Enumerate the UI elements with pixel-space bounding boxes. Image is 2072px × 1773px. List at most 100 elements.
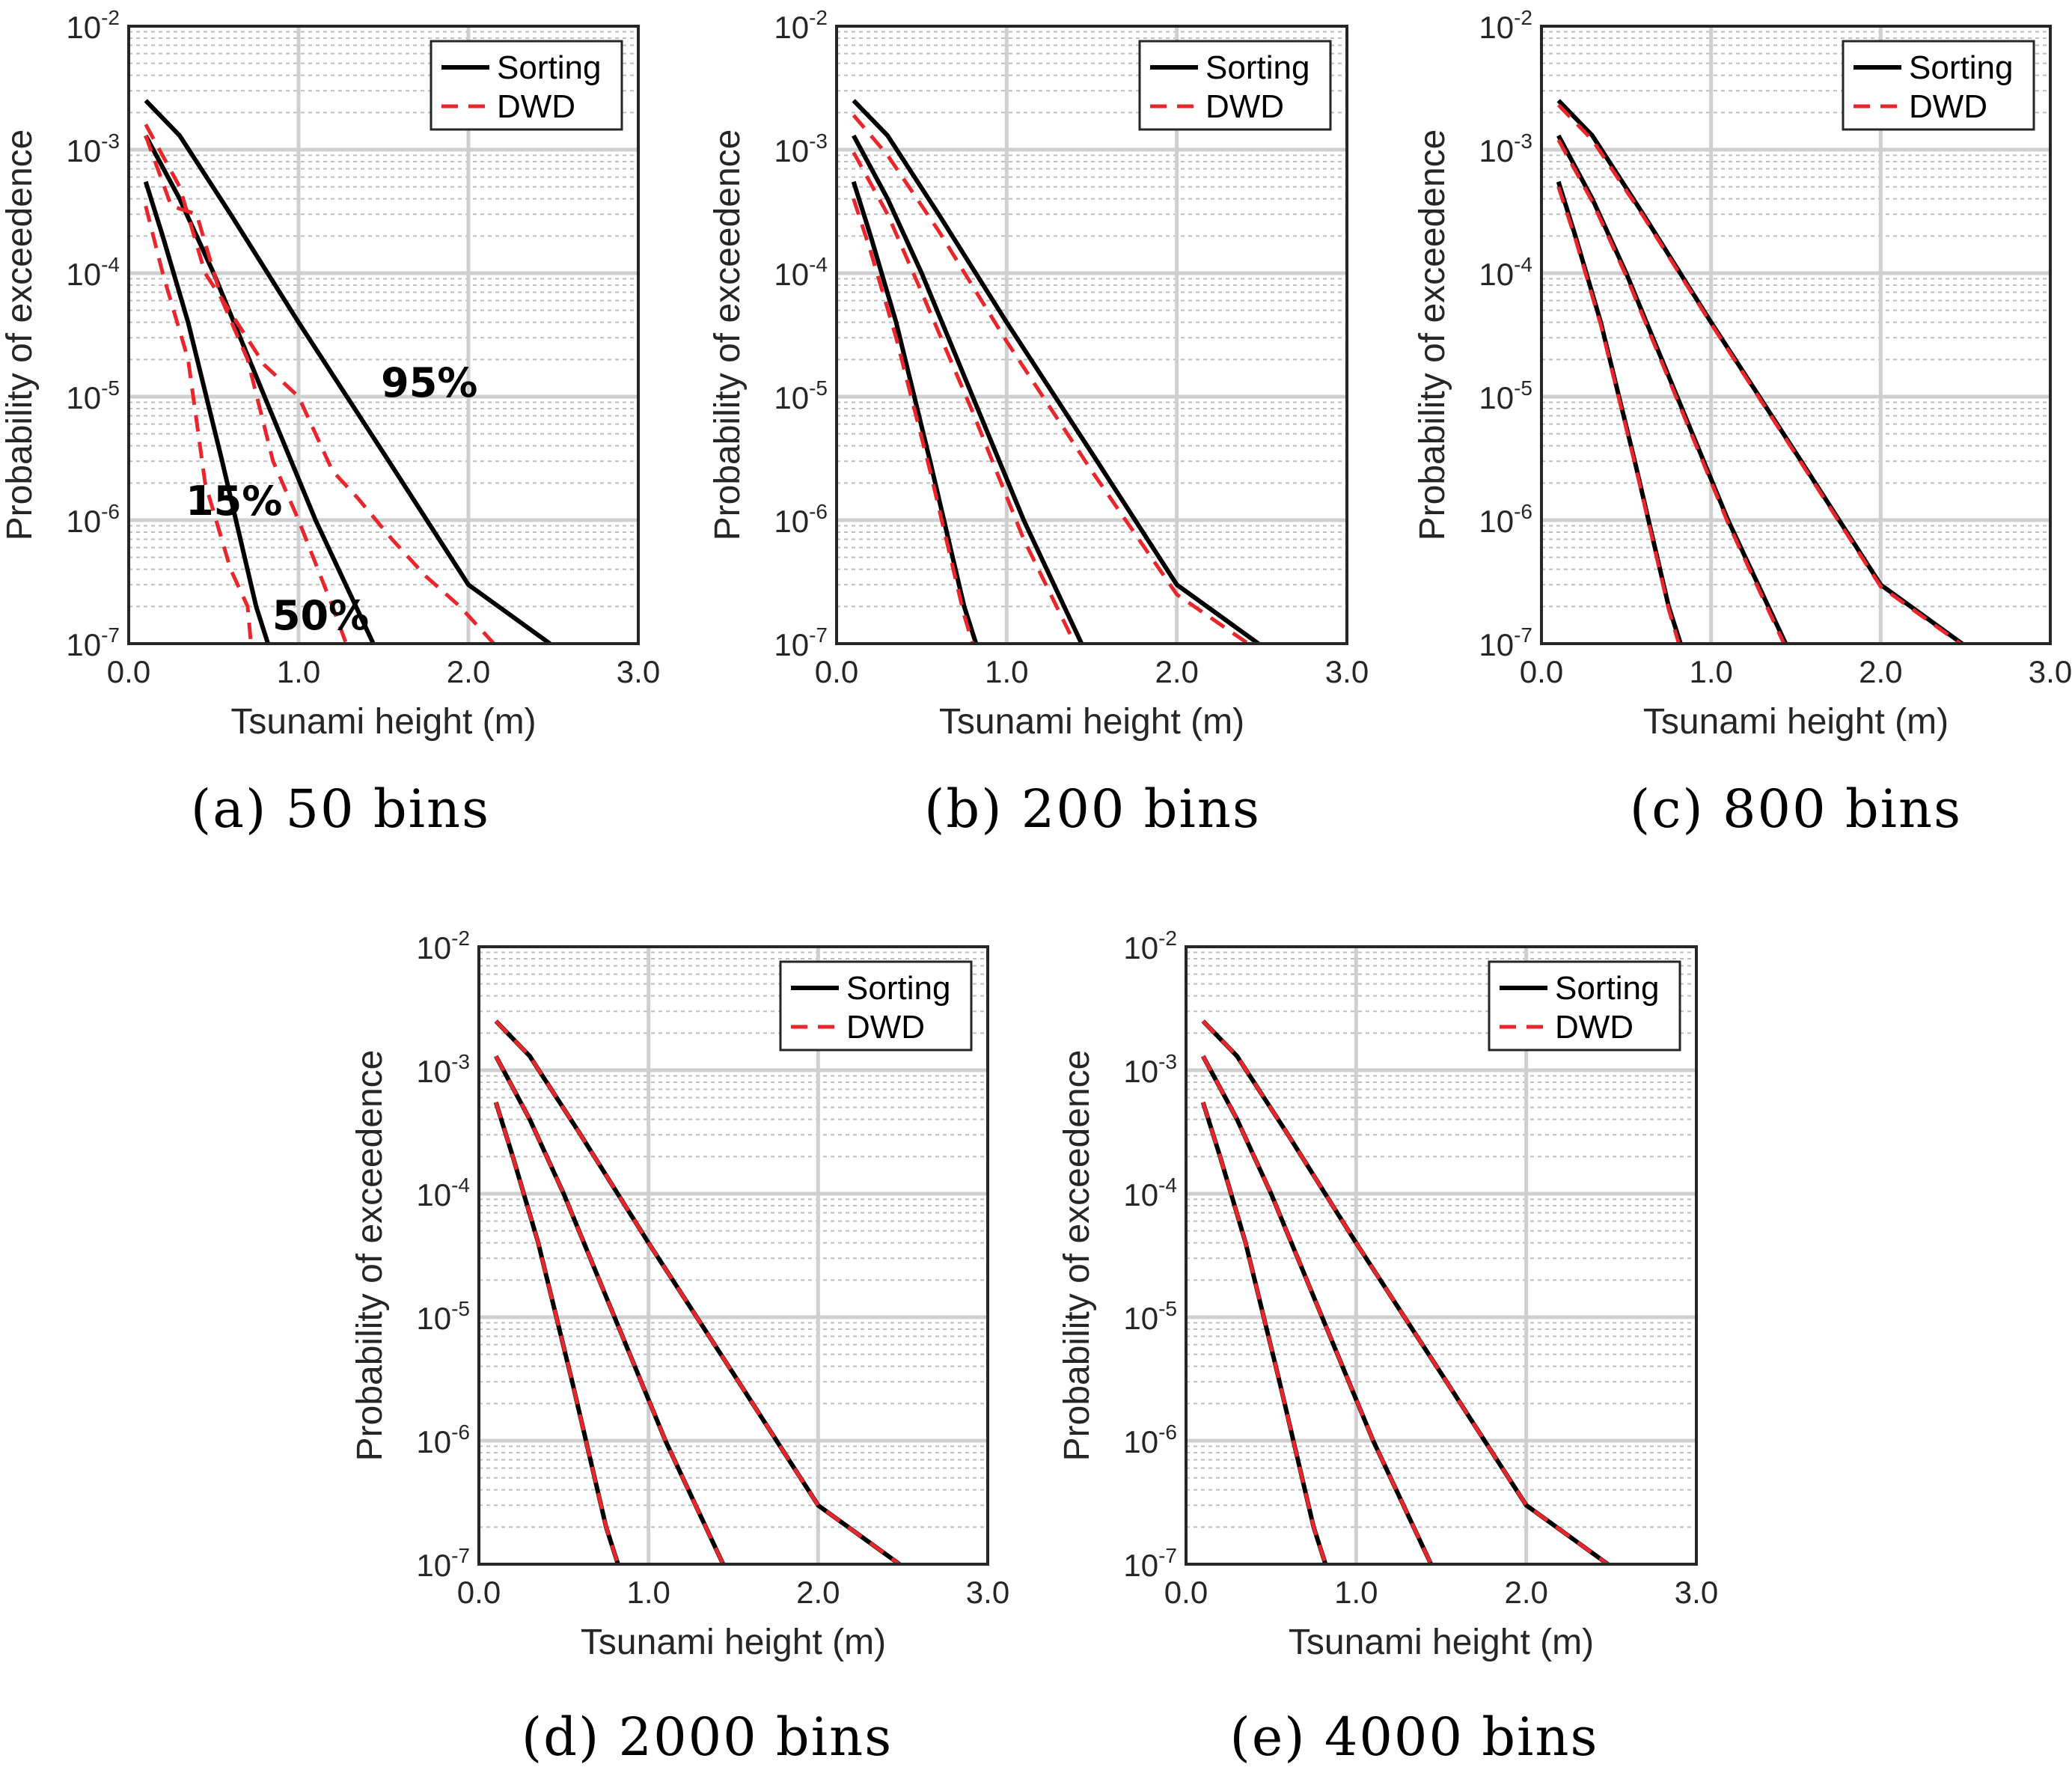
series-sorting-50pct [852,134,1084,644]
x-tick-label: 2.0 [1504,1575,1547,1610]
series-group [1556,99,1963,644]
panel-a: 0.0 1.0 2.0 3.0 10-2 10-3 10-4 10-5 10-6 10-7 Tsun… [0,6,660,840]
legend-box [430,40,623,131]
y-tick-label: 10-4 [66,253,120,292]
x-axis-label: Tsunami height (m) [581,1623,886,1662]
x-tick-label: 3.0 [1325,654,1369,689]
series-dwd-15pct [852,198,975,644]
x-tick-label: 3.0 [617,654,660,689]
series-dwd-15pct [494,1102,620,1564]
x-tick-label: 2.0 [796,1575,840,1610]
legend-label-dwd: DWD [846,1009,925,1046]
series-dwd-15pct [1556,186,1681,644]
x-tick-label: 2.0 [1859,654,1902,689]
series-dwd-15pct [1201,1102,1327,1564]
x-tick-label: 1.0 [277,654,320,689]
axes-frame [1540,25,2052,645]
y-tick-label: 10-6 [1479,500,1532,539]
panel-b: 0.0 1.0 2.0 3.0 10-2 10-3 10-4 10-5 10-6 10-7 Tsun… [708,6,1369,840]
panel-caption: (d) 2000 bins [522,1706,893,1768]
legend-label-dwd: DWD [497,88,575,125]
series-dwd-95pct [1201,1019,1610,1564]
legend-box [779,960,973,1052]
series-dwd-95pct [494,1019,901,1564]
y-tick-label: 10-2 [1123,927,1177,965]
grid [479,947,988,1564]
annotation-50pct: 50% [272,592,369,639]
legend-box [1138,40,1332,131]
panel-caption: (b) 200 bins [924,778,1261,840]
y-tick-label: 10-2 [416,927,470,965]
y-tick-label: 10-4 [1123,1174,1177,1212]
legend-label-dwd: DWD [1555,1009,1634,1046]
y-tick-label: 10-6 [1123,1420,1177,1459]
x-tick-label: 3.0 [2029,654,2072,689]
x-axis-label: Tsunami height (m) [1643,702,1949,742]
y-axis-label: Probability of exceedence [0,129,40,541]
x-tick-label: 2.0 [447,654,490,689]
y-tick-label: 10-5 [416,1297,470,1336]
y-tick-label: 10-7 [774,623,828,662]
axes-frame [477,945,989,1566]
y-tick-label: 10-5 [1123,1297,1177,1336]
annotation-95pct: 95% [381,359,477,406]
x-tick-label: 0.0 [1520,654,1563,689]
y-tick-label: 10-7 [416,1544,470,1583]
y-tick-label: 10-3 [1479,129,1532,168]
y-tick-label: 10-4 [416,1174,470,1212]
legend-label-sorting: Sorting [1205,49,1309,86]
x-tick-label: 1.0 [1689,654,1732,689]
series-dwd-50pct [144,135,348,644]
y-axis-label: Probability of exceedence [1413,129,1452,541]
legend-label-sorting: Sorting [497,49,601,86]
series-dwd-95pct [852,114,1250,644]
y-axis-label: Probability of exceedence [708,129,748,541]
series-dwd-15pct [144,205,253,644]
panel-caption: (e) 4000 bins [1230,1706,1599,1768]
series-dwd-50pct [494,1055,725,1564]
y-tick-label: 10-3 [1123,1050,1177,1089]
y-tick-label: 10-7 [66,623,120,662]
panel-caption: (c) 800 bins [1630,778,1962,840]
series-dwd-50pct [852,151,1077,644]
legend-label-dwd: DWD [1205,88,1284,125]
y-tick-label: 10-3 [66,129,120,168]
series-dwd-50pct [1556,138,1786,644]
x-tick-label: 1.0 [626,1575,670,1610]
legend-box [1488,960,1681,1052]
series-sorting-15pct [143,180,270,644]
y-tick-label: 10-5 [66,376,120,415]
x-tick-label: 0.0 [457,1575,501,1610]
x-tick-label: 0.0 [107,654,150,689]
x-axis-label: Tsunami height (m) [939,702,1244,742]
x-tick-label: 1.0 [985,654,1028,689]
series-group [493,1019,901,1564]
legend-label-dwd: DWD [1909,88,1987,125]
series-sorting-50pct [144,134,376,644]
annotation-15pct: 15% [186,477,282,525]
x-tick-label: 1.0 [1334,1575,1378,1610]
x-axis-label: Tsunami height (m) [1289,1623,1594,1662]
series-group [1200,1019,1610,1564]
y-tick-label: 10-3 [774,129,828,168]
x-tick-label: 0.0 [1164,1575,1208,1610]
axes-frame [1185,945,1698,1566]
grid [837,26,1347,644]
x-axis-label: Tsunami height (m) [230,702,536,742]
y-axis-label: Probability of exceedence [350,1050,390,1462]
legend-label-sorting: Sorting [1909,49,2013,86]
y-tick-label: 10-7 [1479,623,1532,662]
series-dwd-95pct [1556,103,1962,644]
y-tick-label: 10-3 [416,1050,470,1089]
y-tick-label: 10-2 [1479,6,1532,45]
x-tick-label: 3.0 [966,1575,1009,1610]
series-dwd-50pct [1201,1055,1433,1564]
panel-e: 0.0 1.0 2.0 3.0 10-2 10-3 10-4 10-5 10-6 10-7 Tsun… [1057,927,1718,1768]
series-group [851,99,1260,644]
y-tick-label: 10-2 [774,6,828,45]
series-group [143,99,551,644]
